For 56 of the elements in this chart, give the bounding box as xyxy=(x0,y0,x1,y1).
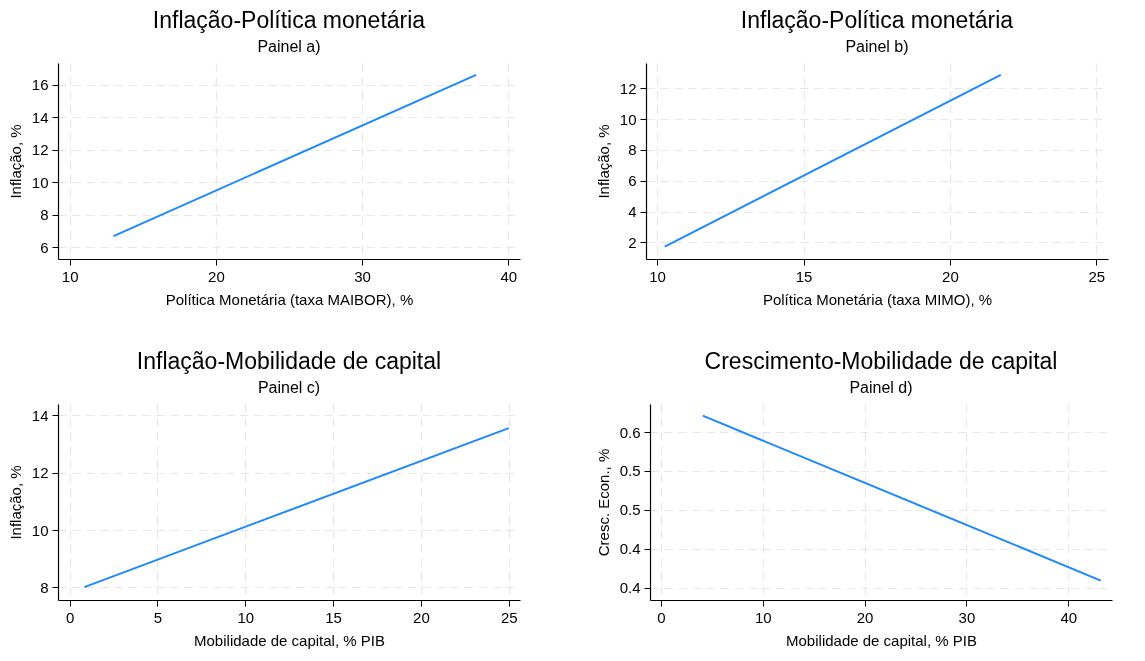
y-tick-label: 2 xyxy=(628,234,637,251)
chart-subtitle: Painel a) xyxy=(257,38,321,55)
chart-title: Inflação-Política monetária xyxy=(152,7,426,33)
y-tick-label: 0.4 xyxy=(619,540,641,558)
chart-title: Inflação-Mobilidade de capital xyxy=(136,348,442,374)
x-tick-label: 0 xyxy=(65,608,75,626)
y-axis-title: Inflação, % xyxy=(594,124,612,199)
y-tick-label: 14 xyxy=(31,406,49,424)
x-tick-label: 30 xyxy=(354,267,371,285)
y-tick-label: 0.5 xyxy=(619,462,641,480)
y-tick-label: 6 xyxy=(40,238,49,256)
y-tick-label: 14 xyxy=(31,108,49,126)
x-axis-title: Política Monetária (taxa MAIBOR), % xyxy=(165,290,414,308)
x-tick-label: 0 xyxy=(657,608,666,626)
x-tick-label: 30 xyxy=(958,608,976,626)
x-tick-label: 20 xyxy=(856,608,874,626)
x-tick-label: 25 xyxy=(1088,267,1106,285)
chart-title: Inflação-Política monetária xyxy=(740,7,1014,33)
x-tick-label: 20 xyxy=(942,267,959,285)
y-tick-label: 12 xyxy=(31,464,49,482)
y-tick-label: 6 xyxy=(628,172,637,190)
y-tick-label: 10 xyxy=(31,173,49,191)
x-tick-label: 15 xyxy=(325,608,342,626)
y-tick-label: 8 xyxy=(628,141,637,159)
y-tick-label: 16 xyxy=(31,76,49,94)
y-tick-label: 10 xyxy=(619,110,637,128)
x-tick-label: 10 xyxy=(754,608,772,626)
x-tick-label: 20 xyxy=(413,608,430,626)
x-tick-label: 40 xyxy=(1060,608,1078,626)
y-tick-label: 0.5 xyxy=(619,501,641,519)
x-tick-label: 40 xyxy=(500,267,518,285)
chart-subtitle: Painel d) xyxy=(849,379,913,396)
y-tick-label: 0.6 xyxy=(619,423,641,441)
chart-title: Crescimento-Mobilidade de capital xyxy=(704,348,1058,374)
chart-subtitle: Painel b) xyxy=(845,38,909,55)
x-axis-title: Mobilidade de capital, % PIB xyxy=(786,631,977,649)
x-axis-title: Mobilidade de capital, % PIB xyxy=(194,631,385,649)
chart-subtitle: Painel c) xyxy=(257,379,321,396)
y-tick-label: 12 xyxy=(31,141,49,159)
x-tick-label: 20 xyxy=(208,267,225,285)
y-tick-label: 8 xyxy=(40,206,49,224)
x-tick-label: 10 xyxy=(237,608,255,626)
x-axis-title: Política Monetária (taxa MIMO), % xyxy=(762,290,993,308)
y-axis-title: Inflação, % xyxy=(6,465,24,540)
x-tick-label: 15 xyxy=(795,267,813,285)
x-tick-label: 25 xyxy=(500,608,518,626)
y-tick-label: 8 xyxy=(40,578,49,596)
x-tick-label: 5 xyxy=(153,608,163,626)
y-axis-title: Cresc. Econ., % xyxy=(594,448,612,557)
x-tick-label: 10 xyxy=(61,267,79,285)
y-tick-label: 4 xyxy=(628,203,637,221)
y-tick-label: 10 xyxy=(31,521,49,539)
y-tick-label: 12 xyxy=(619,79,637,97)
y-tick-label: 0.4 xyxy=(619,579,641,597)
y-axis-title: Inflação, % xyxy=(6,124,24,199)
x-tick-label: 10 xyxy=(649,267,666,285)
